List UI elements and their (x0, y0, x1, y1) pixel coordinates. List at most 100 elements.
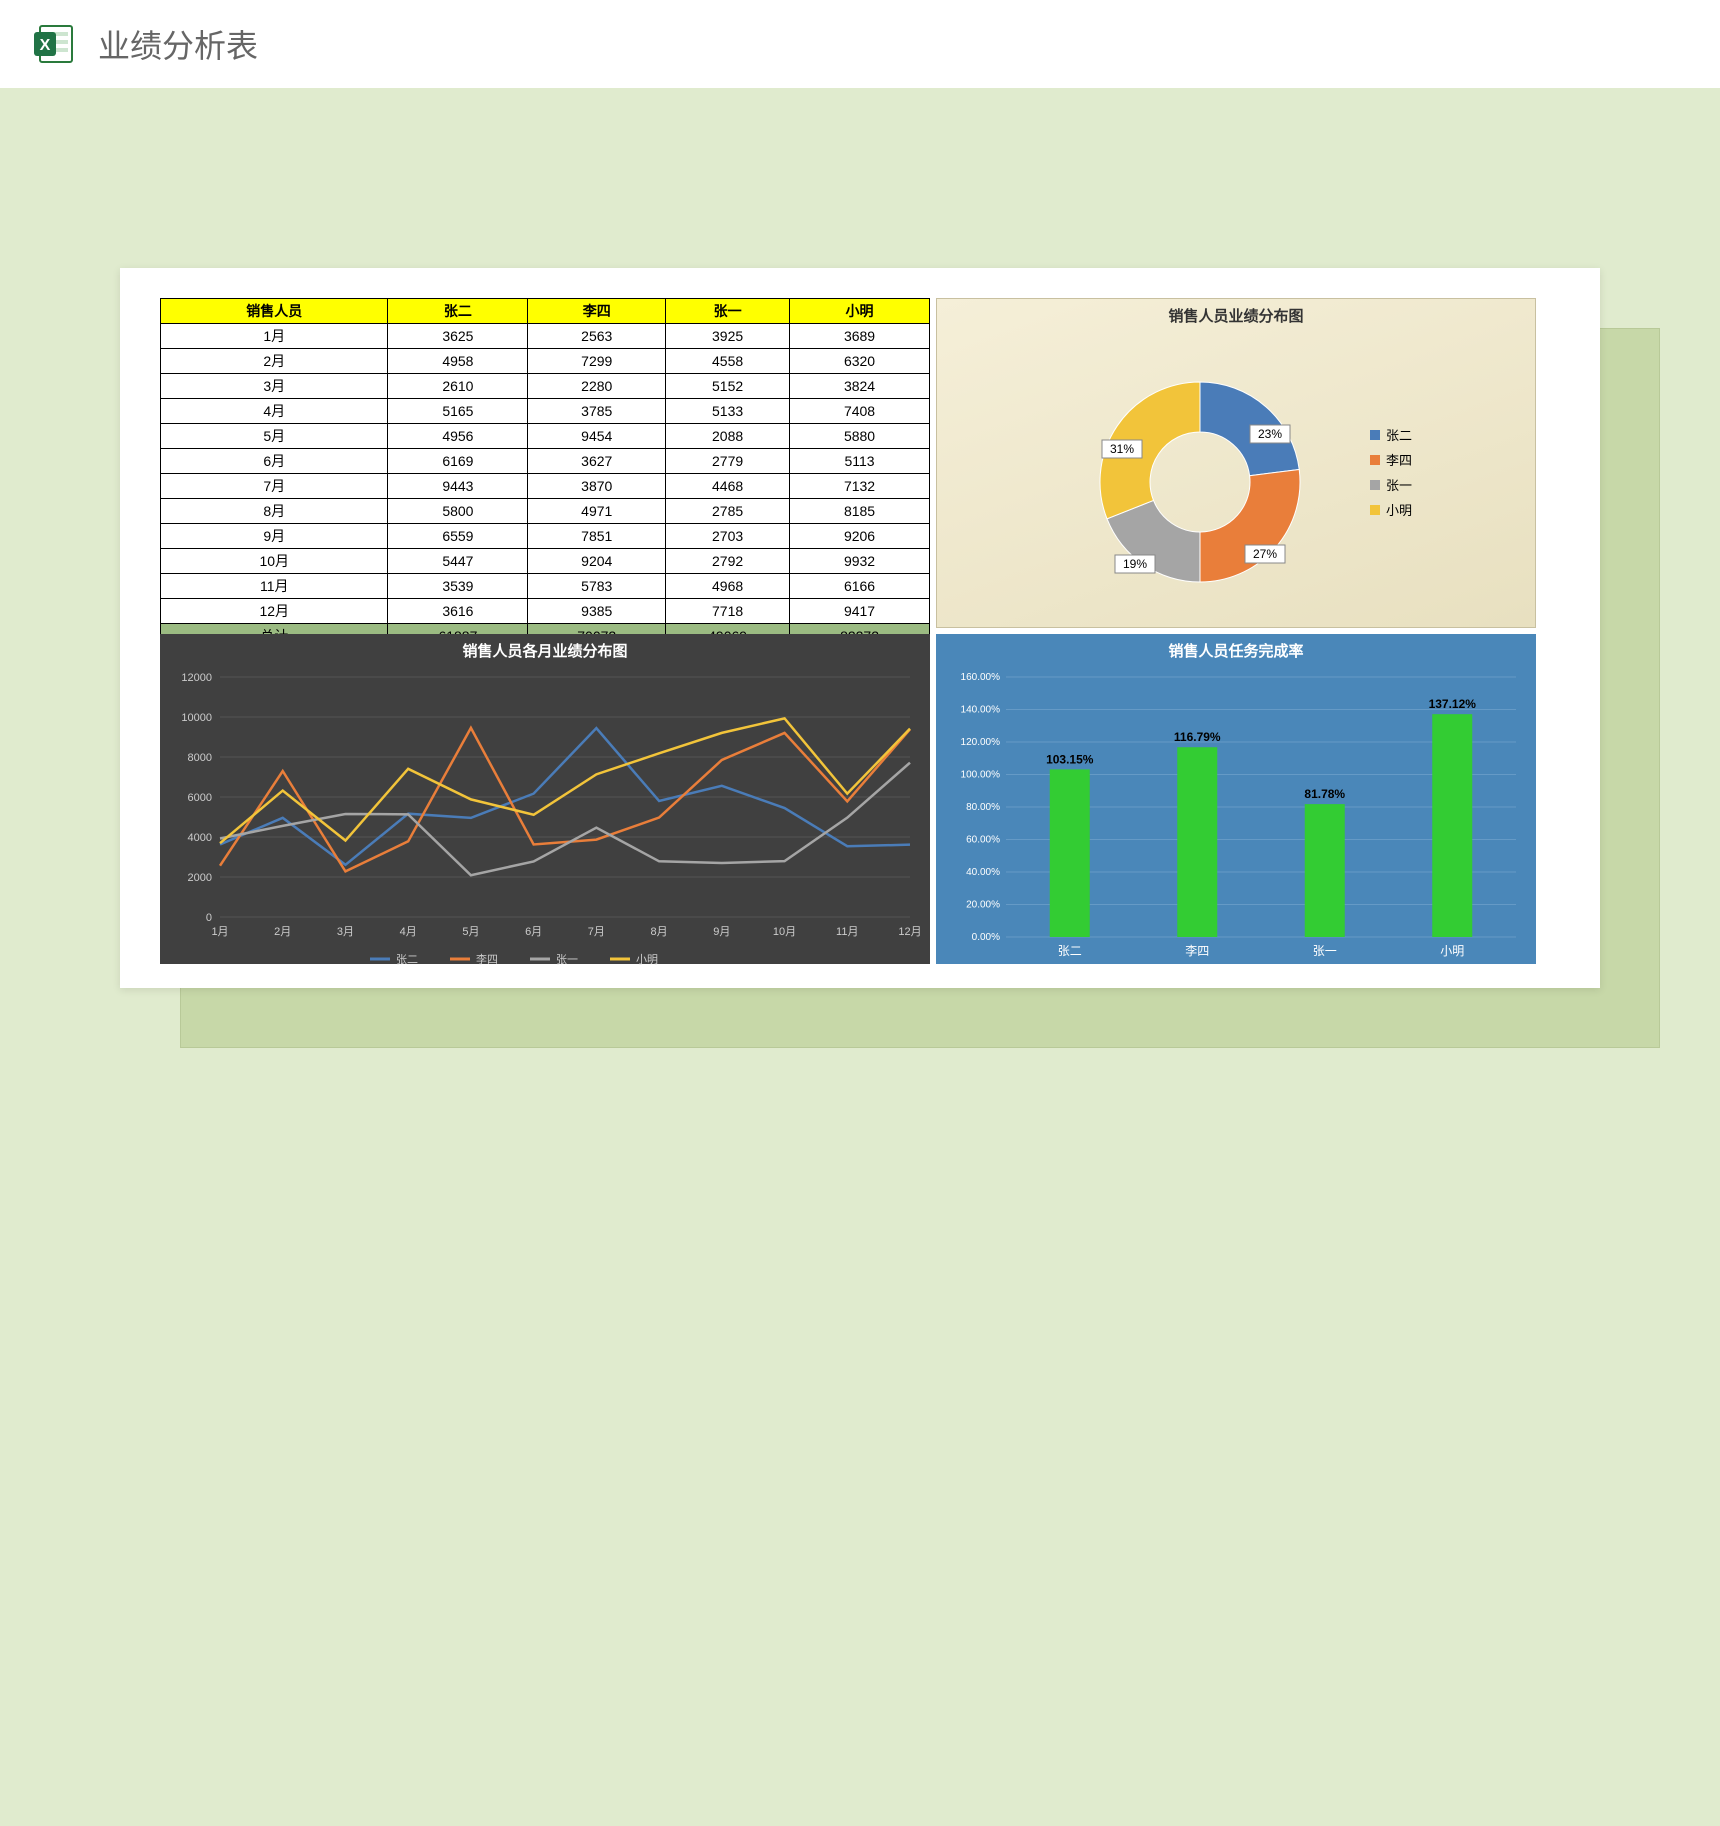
svg-text:19%: 19% (1123, 557, 1147, 571)
svg-text:李四: 李四 (1185, 943, 1209, 958)
donut-chart: 23%27%19%31% (1060, 342, 1340, 602)
legend-item: 张二 (1370, 425, 1412, 444)
month-label: 1月 (161, 324, 388, 349)
svg-text:X: X (40, 37, 51, 54)
svg-text:0.00%: 0.00% (972, 932, 1000, 943)
cell-value: 2792 (666, 549, 790, 574)
svg-text:7月: 7月 (588, 926, 605, 938)
line-title: 销售人员各月业绩分布图 (160, 634, 930, 667)
table-row: 7月9443387044687132 (161, 474, 930, 499)
svg-text:4月: 4月 (400, 926, 417, 938)
svg-text:23%: 23% (1258, 427, 1282, 441)
dashboard-card: 销售人员 张二 李四 张一 小明 1月36252563392536892月495… (120, 268, 1600, 988)
app-header: X 业绩分析表 (0, 0, 1720, 88)
cell-value: 5800 (388, 499, 528, 524)
table-row: 9月6559785127039206 (161, 524, 930, 549)
cell-value: 6320 (790, 349, 930, 374)
cell-value: 9204 (528, 549, 666, 574)
cell-value: 9417 (790, 599, 930, 624)
cell-value: 3824 (790, 374, 930, 399)
table-row: 5月4956945420885880 (161, 424, 930, 449)
th-p4: 小明 (790, 299, 930, 324)
svg-text:20.00%: 20.00% (966, 900, 1000, 911)
month-label: 7月 (161, 474, 388, 499)
cell-value: 7718 (666, 599, 790, 624)
svg-text:80.00%: 80.00% (966, 802, 1000, 813)
cell-value: 3539 (388, 574, 528, 599)
svg-text:160.00%: 160.00% (961, 672, 1001, 683)
svg-text:张一: 张一 (1313, 944, 1337, 958)
cell-value: 2280 (528, 374, 666, 399)
excel-icon: X (30, 20, 78, 68)
cell-value: 5133 (666, 399, 790, 424)
cell-value: 4958 (388, 349, 528, 374)
svg-text:60.00%: 60.00% (966, 835, 1000, 846)
donut-title: 销售人员业绩分布图 (937, 299, 1535, 332)
month-label: 5月 (161, 424, 388, 449)
cell-value: 9206 (790, 524, 930, 549)
cell-value: 7132 (790, 474, 930, 499)
month-label: 2月 (161, 349, 388, 374)
line-chart: 0200040006000800010000120001月2月3月4月5月6月7… (160, 667, 930, 967)
cell-value: 3627 (528, 449, 666, 474)
cell-value: 2785 (666, 499, 790, 524)
cell-value: 5783 (528, 574, 666, 599)
month-label: 9月 (161, 524, 388, 549)
svg-text:137.12%: 137.12% (1429, 697, 1477, 711)
cell-value: 2088 (666, 424, 790, 449)
table-row: 8月5800497127858185 (161, 499, 930, 524)
cell-value: 3625 (388, 324, 528, 349)
legend-item: 小明 (1370, 500, 1412, 519)
svg-text:5月: 5月 (462, 926, 479, 938)
svg-text:1月: 1月 (211, 926, 228, 938)
svg-text:10000: 10000 (181, 712, 212, 724)
cell-value: 2703 (666, 524, 790, 549)
cell-value: 3616 (388, 599, 528, 624)
table-header-row: 销售人员 张二 李四 张一 小明 (161, 299, 930, 324)
month-label: 8月 (161, 499, 388, 524)
svg-text:小明: 小明 (1440, 944, 1464, 958)
svg-text:8000: 8000 (188, 752, 212, 764)
legend-item: 李四 (1370, 450, 1412, 469)
cell-value: 9385 (528, 599, 666, 624)
cell-value: 4968 (666, 574, 790, 599)
page-title: 业绩分析表 (98, 21, 258, 67)
cell-value: 5447 (388, 549, 528, 574)
month-label: 10月 (161, 549, 388, 574)
svg-text:9月: 9月 (713, 926, 730, 938)
svg-text:0: 0 (206, 912, 212, 924)
cell-value: 5880 (790, 424, 930, 449)
svg-text:11月: 11月 (836, 926, 858, 938)
cell-value: 5165 (388, 399, 528, 424)
cell-value: 7408 (790, 399, 930, 424)
svg-text:40.00%: 40.00% (966, 867, 1000, 878)
cell-value: 4468 (666, 474, 790, 499)
bar-chart-panel: 销售人员任务完成率 0.00%20.00%40.00%60.00%80.00%1… (936, 634, 1536, 964)
svg-text:2000: 2000 (188, 872, 212, 884)
cell-value: 4558 (666, 349, 790, 374)
cell-value: 7299 (528, 349, 666, 374)
svg-text:2月: 2月 (274, 926, 291, 938)
month-label: 4月 (161, 399, 388, 424)
svg-text:81.78%: 81.78% (1304, 787, 1345, 801)
cell-value: 5113 (790, 449, 930, 474)
svg-text:小明: 小明 (636, 953, 658, 966)
svg-text:4000: 4000 (188, 832, 212, 844)
month-label: 11月 (161, 574, 388, 599)
bar-chart: 0.00%20.00%40.00%60.00%80.00%100.00%120.… (936, 667, 1536, 967)
cell-value: 5152 (666, 374, 790, 399)
table-row: 6月6169362727795113 (161, 449, 930, 474)
table-row: 2月4958729945586320 (161, 349, 930, 374)
cell-value: 2779 (666, 449, 790, 474)
cell-value: 9932 (790, 549, 930, 574)
svg-text:张二: 张二 (396, 953, 418, 966)
svg-text:12000: 12000 (181, 672, 212, 684)
cell-value: 6169 (388, 449, 528, 474)
cell-value: 3689 (790, 324, 930, 349)
cell-value: 4956 (388, 424, 528, 449)
table-row: 4月5165378551337408 (161, 399, 930, 424)
svg-text:12月: 12月 (898, 926, 921, 938)
donut-legend: 张二李四张一小明 (1370, 419, 1412, 525)
cell-value: 6166 (790, 574, 930, 599)
cell-value: 3785 (528, 399, 666, 424)
